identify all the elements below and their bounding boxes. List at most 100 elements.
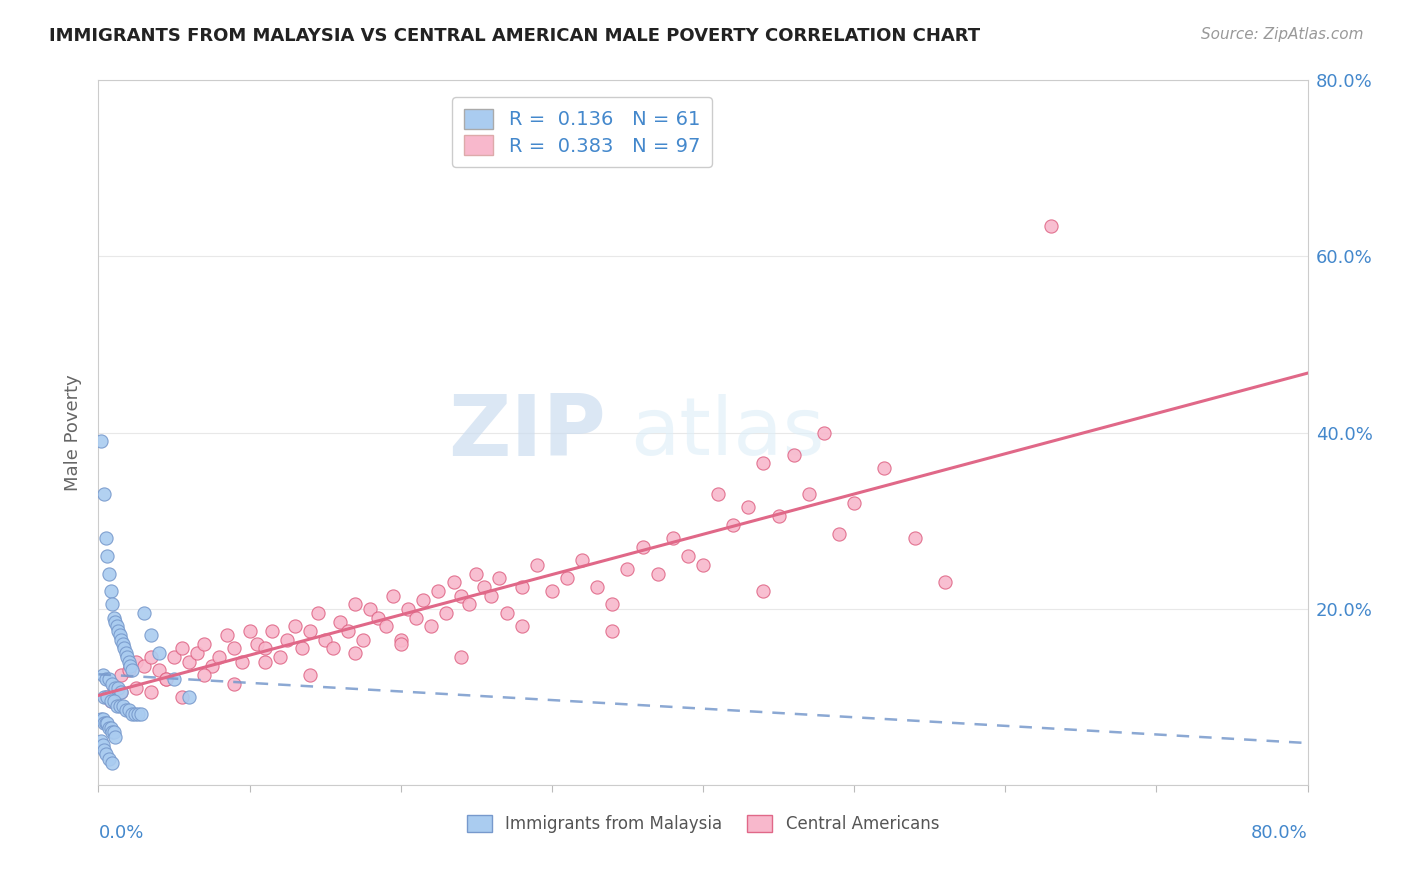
- Point: [752, 584, 775, 599]
- Point: [389, 632, 412, 647]
- Point: [450, 589, 472, 603]
- Point: [276, 632, 298, 647]
- Point: [457, 598, 479, 612]
- Point: [246, 637, 269, 651]
- Point: [141, 628, 163, 642]
- Point: [91, 712, 114, 726]
- Point: [367, 610, 389, 624]
- Point: [262, 624, 284, 638]
- Point: [100, 694, 122, 708]
- Point: [224, 676, 246, 690]
- Point: [118, 655, 141, 669]
- Point: [844, 496, 866, 510]
- Point: [155, 673, 177, 687]
- Point: [374, 619, 396, 633]
- Point: [631, 540, 654, 554]
- Point: [299, 668, 322, 682]
- Point: [253, 641, 276, 656]
- Point: [103, 681, 125, 695]
- Point: [93, 716, 115, 731]
- Point: [104, 615, 127, 629]
- Point: [163, 650, 186, 665]
- Point: [904, 532, 927, 546]
- Point: [307, 606, 329, 620]
- Point: [427, 584, 450, 599]
- Point: [540, 584, 562, 599]
- Text: Source: ZipAtlas.com: Source: ZipAtlas.com: [1201, 27, 1364, 42]
- Point: [108, 628, 131, 642]
- Point: [125, 681, 148, 695]
- Point: [98, 566, 121, 581]
- Point: [647, 566, 669, 581]
- Point: [114, 703, 136, 717]
- Point: [443, 575, 465, 590]
- Point: [193, 637, 215, 651]
- Point: [434, 606, 457, 620]
- Point: [110, 685, 132, 699]
- Point: [96, 549, 118, 563]
- Point: [420, 619, 443, 633]
- Point: [90, 434, 112, 449]
- Point: [93, 742, 115, 756]
- Point: [104, 681, 127, 695]
- Point: [127, 707, 149, 722]
- Point: [118, 664, 141, 678]
- Text: ZIP: ZIP: [449, 391, 606, 475]
- Point: [481, 589, 503, 603]
- Point: [94, 716, 117, 731]
- Point: [389, 637, 412, 651]
- Point: [692, 558, 714, 572]
- Point: [93, 690, 115, 704]
- Point: [118, 703, 141, 717]
- Point: [555, 571, 578, 585]
- Text: 80.0%: 80.0%: [1251, 823, 1308, 842]
- Point: [141, 685, 163, 699]
- Y-axis label: Male Poverty: Male Poverty: [65, 375, 83, 491]
- Point: [120, 659, 142, 673]
- Point: [98, 673, 121, 687]
- Legend: Immigrants from Malaysia, Central Americans: Immigrants from Malaysia, Central Americ…: [460, 808, 946, 840]
- Point: [602, 624, 624, 638]
- Point: [1039, 219, 1062, 233]
- Point: [94, 690, 117, 704]
- Point: [488, 571, 510, 585]
- Point: [193, 668, 215, 682]
- Point: [602, 598, 624, 612]
- Point: [828, 527, 851, 541]
- Point: [526, 558, 548, 572]
- Point: [314, 632, 336, 647]
- Point: [396, 601, 419, 615]
- Point: [111, 698, 134, 713]
- Point: [108, 698, 131, 713]
- Point: [132, 659, 155, 673]
- Point: [100, 584, 122, 599]
- Point: [132, 606, 155, 620]
- Point: [100, 721, 122, 735]
- Point: [299, 624, 322, 638]
- Point: [121, 707, 143, 722]
- Point: [934, 575, 956, 590]
- Point: [571, 553, 593, 567]
- Point: [737, 500, 759, 515]
- Point: [208, 650, 231, 665]
- Point: [101, 725, 124, 739]
- Point: [129, 707, 152, 722]
- Point: [813, 425, 835, 440]
- Point: [783, 448, 806, 462]
- Point: [676, 549, 699, 563]
- Point: [465, 566, 488, 581]
- Text: 0.0%: 0.0%: [98, 823, 143, 842]
- Point: [510, 580, 533, 594]
- Point: [155, 673, 177, 687]
- Point: [105, 698, 128, 713]
- Point: [586, 580, 609, 594]
- Point: [873, 461, 896, 475]
- Point: [96, 716, 118, 731]
- Point: [360, 601, 382, 615]
- Point: [616, 562, 638, 576]
- Point: [104, 730, 127, 744]
- Point: [768, 509, 790, 524]
- Point: [450, 650, 472, 665]
- Point: [412, 593, 434, 607]
- Point: [215, 628, 238, 642]
